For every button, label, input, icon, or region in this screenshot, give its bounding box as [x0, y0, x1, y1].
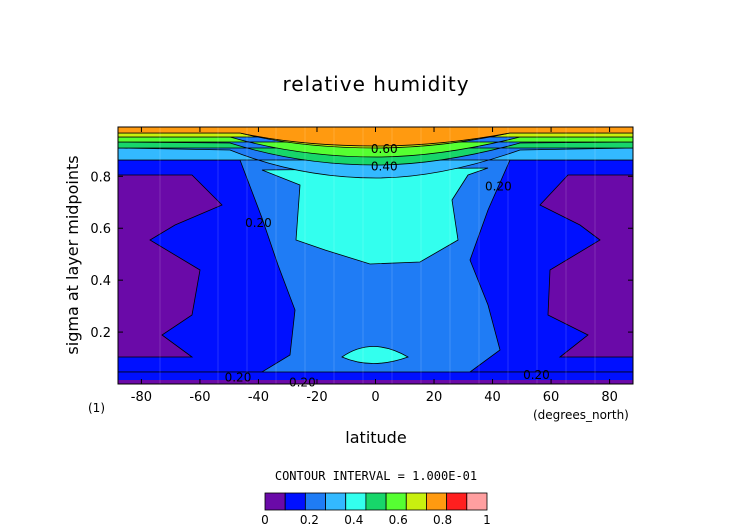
x-axis-ticks: -80 -60 -40 -20 0 20 40 60 80: [131, 127, 618, 405]
y-tick-label: 0.6: [90, 222, 111, 237]
contour-band-0-4-lowcell: [341, 346, 409, 364]
contour-label: 0.60: [371, 142, 398, 156]
contour-band-0-1-left: [118, 174, 223, 358]
x-tick-label: -60: [189, 390, 210, 405]
colorbar-swatch: [284, 492, 306, 511]
colorbar-swatch: [466, 492, 488, 511]
contour-label: 0.20: [289, 376, 316, 390]
colorbar-tick-label: 0: [261, 513, 269, 527]
y-tick-label: 0.4: [90, 274, 111, 289]
y-tick-label: 0.2: [90, 326, 111, 341]
x-axis-label: latitude: [345, 428, 406, 447]
x-tick-label: 20: [426, 390, 443, 405]
contour-label: 0.20: [245, 216, 272, 230]
x-tick-label: 80: [601, 390, 618, 405]
contour-band-0-8-top: [118, 127, 633, 147]
panel-label: (1): [88, 401, 105, 415]
colorbar-swatch: [325, 492, 347, 511]
colorbar: [264, 492, 488, 511]
colorbar-tick-label: 0.2: [300, 513, 319, 527]
y-axis-label: sigma at layer midpoints: [63, 155, 82, 354]
colorbar-tick-label: 0.8: [433, 513, 452, 527]
colorbar-tick-label: 1: [483, 513, 491, 527]
x-tick-label: 40: [484, 390, 501, 405]
contour-interval-label: CONTOUR INTERVAL = 1.000E-01: [275, 469, 477, 483]
colorbar-swatch: [426, 492, 448, 511]
colorbar-swatch: [385, 492, 407, 511]
contour-label: 0.20: [485, 180, 512, 194]
colorbar-swatch: [264, 492, 286, 511]
colorbar-swatch: [405, 492, 427, 511]
plot-area: 0.60 0.40 0.20 0.20 0.20 0.20 0.20: [117, 126, 634, 390]
contour-label: 0.40: [371, 159, 398, 173]
colorbar-swatch: [345, 492, 367, 511]
x-tick-label: -20: [306, 390, 327, 405]
contour-band-0-4-tropics: [261, 167, 489, 265]
chart-title: relative humidity: [282, 72, 469, 96]
colorbar-swatch: [446, 492, 468, 511]
y-tick-label: 0.8: [90, 170, 111, 185]
x-tick-label: 60: [543, 390, 560, 405]
x-units-label: (degrees_north): [533, 408, 629, 422]
contour-label: 0.20: [225, 371, 252, 385]
y-axis-ticks: 0.2 0.4 0.6 0.8: [90, 170, 633, 341]
colorbar-ticks: 0 0.2 0.4 0.6 0.8 1: [261, 513, 491, 527]
x-tick-label: -40: [248, 390, 269, 405]
x-tick-label: 0: [371, 390, 379, 405]
contour-labels: 0.60 0.40 0.20 0.20 0.20 0.20 0.20: [225, 142, 550, 390]
colorbar-swatch: [304, 492, 326, 511]
colorbar-tick-label: 0.4: [344, 513, 363, 527]
x-tick-label: -80: [131, 390, 152, 405]
contour-label: 0.20: [523, 368, 550, 382]
colorbar-swatch: [365, 492, 387, 511]
colorbar-tick-label: 0.6: [389, 513, 408, 527]
contour-band-0-1-right: [539, 174, 633, 358]
